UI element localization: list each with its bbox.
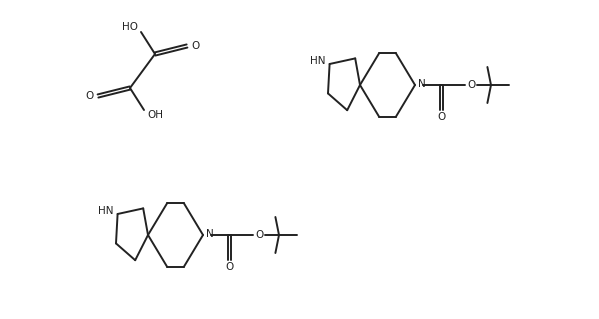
Text: O: O — [86, 91, 94, 101]
Text: OH: OH — [147, 110, 163, 120]
Text: N: N — [418, 79, 426, 89]
Text: HO: HO — [122, 22, 138, 32]
Text: O: O — [225, 262, 233, 272]
Text: O: O — [437, 112, 445, 122]
Text: HN: HN — [98, 206, 113, 216]
Text: N: N — [206, 229, 214, 239]
Text: HN: HN — [310, 56, 325, 66]
Text: O: O — [191, 41, 199, 51]
Text: O: O — [255, 230, 263, 240]
Text: O: O — [467, 80, 475, 90]
